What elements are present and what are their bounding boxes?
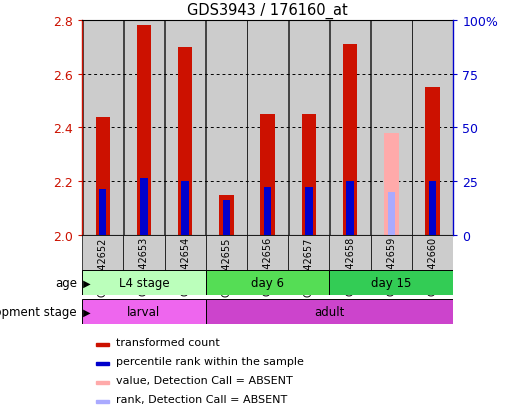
Bar (260, 114, 275, 235)
Text: GSM542654: GSM542654 (180, 237, 190, 296)
Bar (96, 400, 109, 403)
Bar (330, 21, 370, 235)
Bar (82, 299, 206, 324)
Bar (165, 21, 206, 235)
Bar (384, 133, 399, 235)
Bar (96, 343, 109, 346)
Bar (83, 21, 123, 235)
Text: GSM542653: GSM542653 (139, 237, 149, 296)
Bar (288, 235, 330, 277)
Bar (223, 201, 230, 235)
Text: ▶: ▶ (80, 307, 90, 317)
Bar (206, 235, 247, 277)
Text: GSM542655: GSM542655 (222, 237, 232, 296)
Text: value, Detection Call = ABSENT: value, Detection Call = ABSENT (116, 375, 293, 385)
Bar (123, 235, 165, 277)
Text: day 15: day 15 (371, 276, 411, 290)
Bar (371, 21, 411, 235)
Bar (181, 182, 189, 235)
Bar (330, 235, 370, 277)
Text: rank, Detection Call = ABSENT: rank, Detection Call = ABSENT (116, 394, 287, 404)
Bar (264, 187, 271, 235)
Bar (343, 45, 357, 235)
Text: GSM542658: GSM542658 (345, 237, 355, 296)
Bar (330, 271, 453, 295)
Bar (248, 21, 288, 235)
Bar (95, 117, 110, 235)
Bar (370, 235, 412, 277)
Text: transformed count: transformed count (116, 337, 220, 347)
Bar (82, 235, 123, 277)
Bar (219, 195, 234, 235)
Bar (96, 362, 109, 365)
Bar (137, 26, 151, 235)
Bar (247, 235, 288, 277)
Bar (429, 182, 436, 235)
Bar (99, 190, 107, 235)
Bar (178, 47, 192, 235)
Bar (82, 271, 206, 295)
Text: development stage: development stage (0, 305, 77, 318)
Title: GDS3943 / 176160_at: GDS3943 / 176160_at (187, 3, 348, 19)
Bar (425, 88, 440, 235)
Bar (206, 299, 453, 324)
Text: ▶: ▶ (80, 278, 90, 288)
Text: day 6: day 6 (251, 276, 284, 290)
Text: GSM542652: GSM542652 (98, 237, 108, 296)
Bar (96, 381, 109, 384)
Bar (412, 235, 453, 277)
Bar (124, 21, 164, 235)
Text: adult: adult (314, 305, 344, 318)
Text: larval: larval (127, 305, 161, 318)
Text: percentile rank within the sample: percentile rank within the sample (116, 356, 304, 366)
Bar (206, 271, 330, 295)
Text: GSM542657: GSM542657 (304, 237, 314, 296)
Text: age: age (55, 276, 77, 290)
Bar (140, 179, 148, 235)
Bar (412, 21, 453, 235)
Bar (165, 235, 206, 277)
Text: GSM542656: GSM542656 (263, 237, 272, 296)
Bar (302, 114, 316, 235)
Bar (347, 182, 354, 235)
Text: GSM542660: GSM542660 (428, 237, 438, 296)
Text: L4 stage: L4 stage (119, 276, 169, 290)
Bar (305, 187, 313, 235)
Bar (289, 21, 329, 235)
Bar (206, 21, 246, 235)
Text: GSM542659: GSM542659 (386, 237, 396, 296)
Bar (387, 192, 395, 235)
